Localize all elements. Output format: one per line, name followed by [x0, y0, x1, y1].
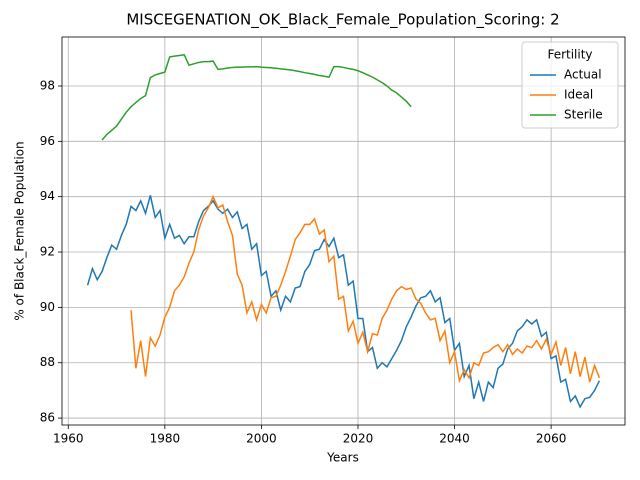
x-tick-label: 2040: [439, 432, 470, 446]
x-axis-label: Years: [326, 451, 359, 465]
y-tick-label: 92: [40, 245, 55, 259]
x-tick-label: 1980: [150, 432, 181, 446]
y-tick-label: 96: [40, 134, 55, 148]
legend-label: Actual: [564, 68, 602, 82]
plot-frame: [61, 36, 626, 426]
x-tick-label: 1960: [53, 432, 84, 446]
data-line: [86, 195, 601, 409]
legend-box: [521, 41, 619, 129]
y-tick-label: 98: [40, 78, 55, 92]
y-tick-label: 94: [40, 189, 55, 203]
data-line: [101, 53, 412, 141]
legend-label: Ideal: [564, 88, 593, 102]
legend-label: Sterile: [564, 108, 603, 122]
legend: Fertility Actual Ideal Sterile: [521, 41, 619, 129]
data-line: [130, 194, 601, 384]
x-tick-label: 2060: [536, 432, 567, 446]
chart-title: MISCEGENATION_OK_Black_Female_Population…: [126, 11, 559, 30]
x-tick-label: 2020: [343, 432, 374, 446]
y-axis-label: % of Black_Female Population: [13, 141, 27, 320]
y-tick-label: 88: [40, 355, 55, 369]
x-tick-label: 2000: [246, 432, 277, 446]
y-tick-label: 90: [40, 300, 55, 314]
legend-title: Fertility: [547, 48, 592, 62]
y-tick-label: 86: [40, 411, 55, 425]
